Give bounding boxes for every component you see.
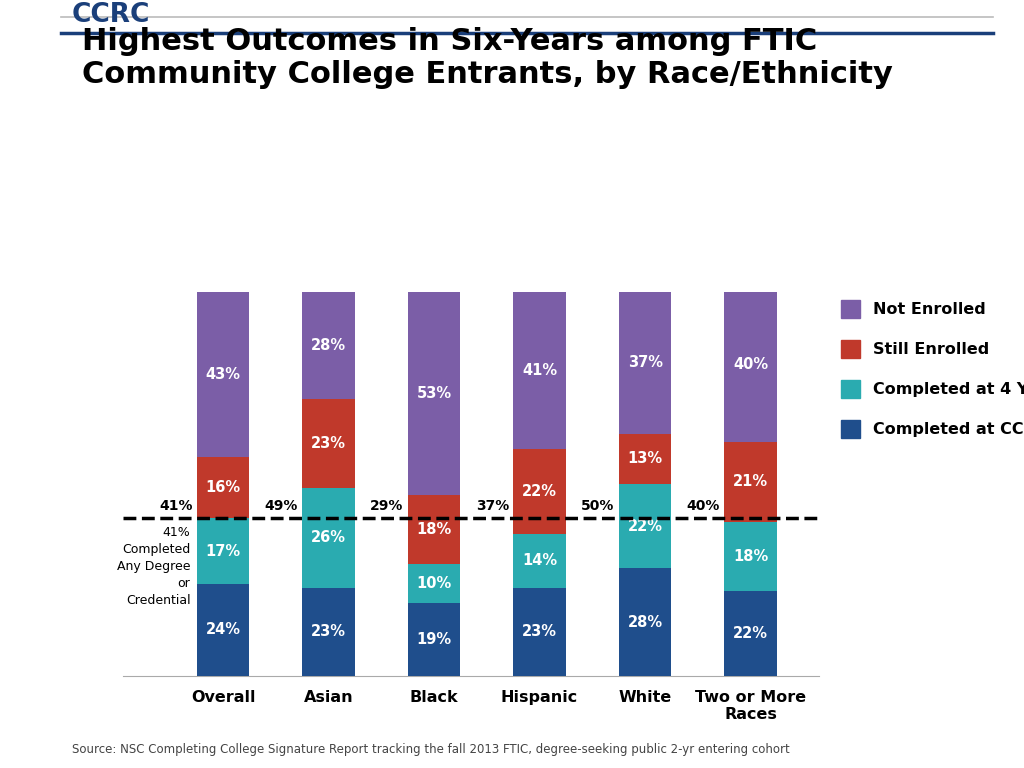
Bar bbox=[513, 588, 566, 676]
Bar bbox=[618, 434, 672, 484]
Bar bbox=[302, 588, 355, 676]
Text: 23%: 23% bbox=[311, 624, 346, 639]
Bar bbox=[724, 591, 777, 676]
Text: 14%: 14% bbox=[522, 553, 557, 568]
Text: 43%: 43% bbox=[206, 367, 241, 382]
Bar bbox=[408, 564, 461, 603]
Bar bbox=[197, 584, 250, 676]
Text: 50%: 50% bbox=[582, 498, 614, 513]
Text: 41%: 41% bbox=[522, 363, 557, 378]
Text: 22%: 22% bbox=[628, 518, 663, 534]
Text: 37%: 37% bbox=[628, 356, 663, 370]
Text: 10%: 10% bbox=[417, 576, 452, 591]
Text: 49%: 49% bbox=[264, 498, 298, 513]
Text: 19%: 19% bbox=[417, 632, 452, 647]
Legend: Not Enrolled, Still Enrolled, Completed at 4 Yr, Completed at CC: Not Enrolled, Still Enrolled, Completed … bbox=[841, 300, 1024, 439]
Bar bbox=[197, 292, 250, 457]
Text: 41%
Completed
Any Degree
or
Credential: 41% Completed Any Degree or Credential bbox=[117, 526, 190, 607]
Bar bbox=[408, 292, 461, 495]
Text: 53%: 53% bbox=[417, 386, 452, 401]
Text: 28%: 28% bbox=[628, 614, 663, 630]
Text: 41%: 41% bbox=[159, 498, 193, 513]
Bar bbox=[408, 495, 461, 564]
Text: 22%: 22% bbox=[522, 484, 557, 499]
Bar bbox=[197, 518, 250, 584]
Bar bbox=[513, 534, 566, 588]
Text: 40%: 40% bbox=[733, 357, 768, 372]
Bar bbox=[618, 484, 672, 568]
Text: CCRC: CCRC bbox=[72, 2, 151, 28]
Text: 26%: 26% bbox=[311, 530, 346, 545]
Text: 13%: 13% bbox=[628, 452, 663, 466]
Text: 24%: 24% bbox=[206, 622, 241, 637]
Text: Source: NSC Completing College Signature Report tracking the fall 2013 FTIC, deg: Source: NSC Completing College Signature… bbox=[72, 743, 790, 756]
Text: 16%: 16% bbox=[206, 480, 241, 495]
Text: 37%: 37% bbox=[476, 498, 509, 513]
Bar bbox=[302, 292, 355, 399]
Bar bbox=[513, 449, 566, 534]
Text: 40%: 40% bbox=[687, 498, 720, 513]
Bar bbox=[302, 488, 355, 588]
Text: 18%: 18% bbox=[733, 549, 768, 564]
Bar bbox=[302, 399, 355, 488]
Bar bbox=[724, 522, 777, 591]
Text: 22%: 22% bbox=[733, 626, 768, 641]
Bar bbox=[618, 292, 672, 434]
Bar bbox=[513, 292, 566, 449]
Bar bbox=[724, 288, 777, 442]
Bar bbox=[197, 457, 250, 518]
Bar bbox=[724, 442, 777, 522]
Text: 28%: 28% bbox=[311, 338, 346, 353]
Text: Highest Outcomes in Six-Years among FTIC
Community College Entrants, by Race/Eth: Highest Outcomes in Six-Years among FTIC… bbox=[82, 27, 893, 90]
Text: 23%: 23% bbox=[311, 436, 346, 451]
Bar bbox=[408, 603, 461, 676]
Text: 23%: 23% bbox=[522, 624, 557, 639]
Text: 21%: 21% bbox=[733, 475, 768, 489]
Text: 29%: 29% bbox=[370, 498, 403, 513]
Text: 17%: 17% bbox=[206, 544, 241, 558]
Bar bbox=[618, 568, 672, 676]
Text: 18%: 18% bbox=[417, 522, 452, 538]
